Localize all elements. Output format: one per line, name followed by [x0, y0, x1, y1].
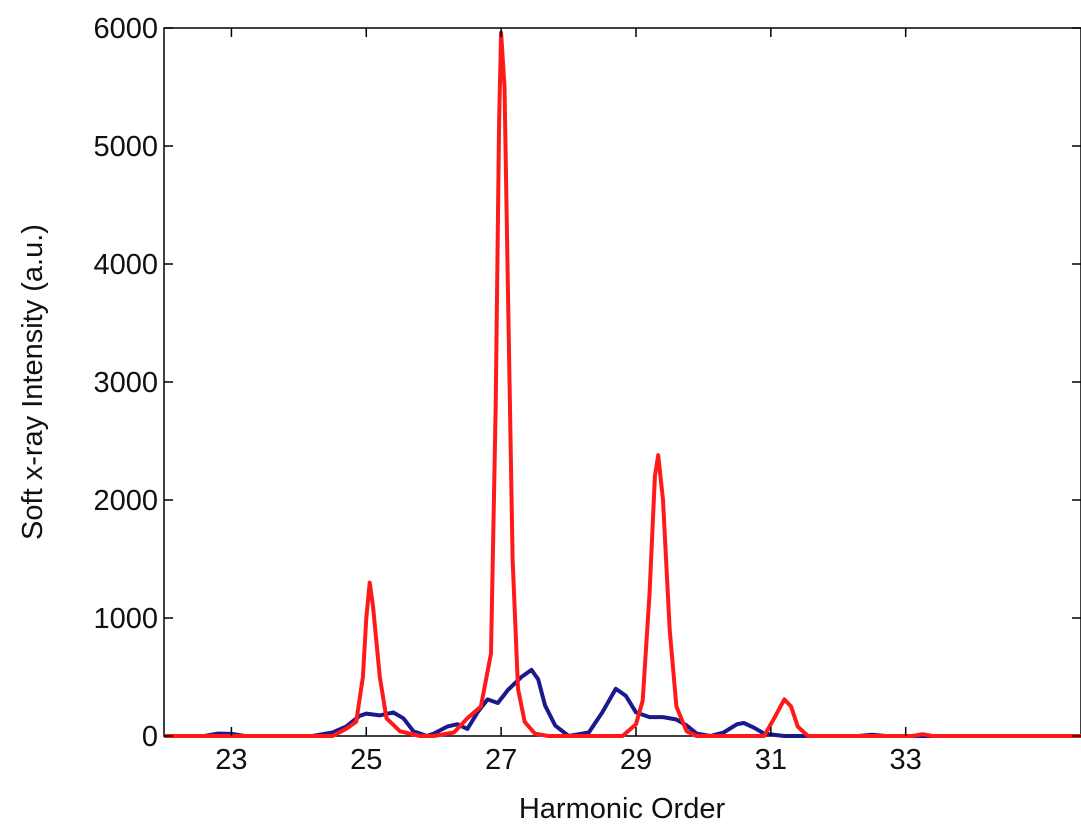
x-tick-label: 25	[350, 744, 382, 776]
y-tick-label: 5000	[93, 131, 158, 163]
series-layer	[164, 30, 1081, 738]
x-tick-label: 29	[620, 744, 652, 776]
series-line-1	[164, 667, 1081, 738]
x-axis-ticks: 23 25 27 29 31 33	[215, 28, 922, 776]
y-tick-label: 6000	[93, 13, 158, 45]
y-axis-ticks: 0 1000 2000 3000 4000 5000 6000	[93, 13, 1081, 753]
x-tick-label: 27	[485, 744, 517, 776]
x-tick-label: 23	[215, 744, 247, 776]
y-tick-label: 1000	[93, 603, 158, 635]
x-tick-label: 33	[890, 744, 922, 776]
y-tick-label: 4000	[93, 249, 158, 281]
plot-frame	[163, 27, 1081, 737]
y-tick-label: 3000	[93, 367, 158, 399]
x-axis-title: Harmonic Order	[519, 793, 726, 825]
y-tick-label: 0	[142, 721, 158, 753]
y-tick-label: 2000	[93, 485, 158, 517]
plot-area	[163, 27, 1081, 737]
series-line-2	[164, 30, 1081, 738]
y-axis-title: Soft x-ray Intensity (a.u.)	[17, 224, 49, 540]
x-tick-label: 31	[755, 744, 787, 776]
